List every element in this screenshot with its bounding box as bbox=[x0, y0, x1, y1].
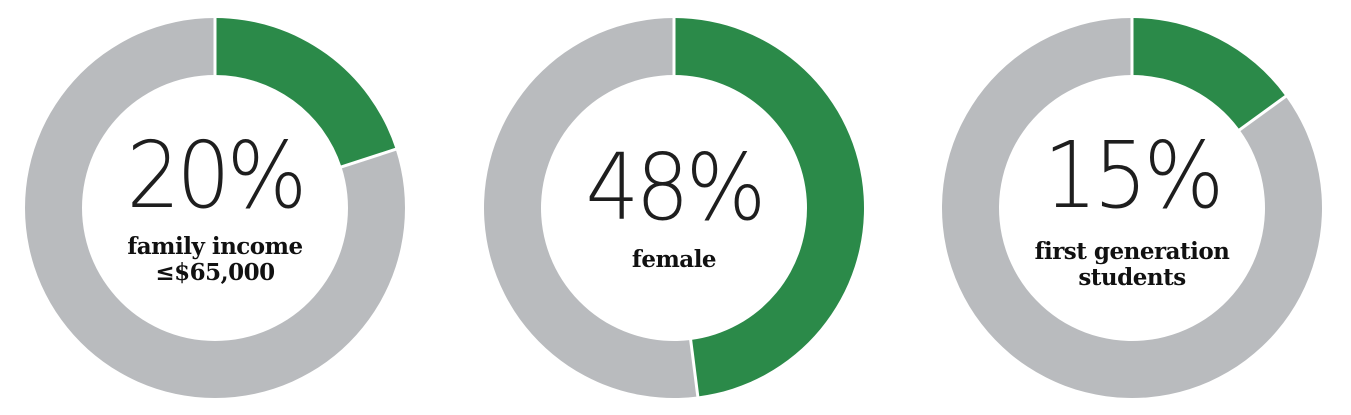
donut-ring bbox=[942, 17, 1322, 398]
donut-label: family income ≤$65,000 bbox=[25, 234, 405, 286]
percent-value: 20% bbox=[126, 122, 307, 229]
donut-segment-divider bbox=[1237, 94, 1288, 132]
donut-segment-remainder bbox=[24, 18, 405, 399]
donut-segment-remainder bbox=[942, 18, 1322, 398]
donut-label-line: first generation bbox=[1034, 238, 1230, 265]
donut-chart-female: 48% female bbox=[484, 17, 865, 398]
donut-center: 20% family income ≤$65,000 bbox=[25, 18, 405, 398]
donut-label-line: family income bbox=[127, 233, 303, 260]
donut-segment-highlight bbox=[1132, 18, 1286, 130]
percent-value: 15% bbox=[1043, 122, 1224, 229]
donut-center: 48% female bbox=[484, 18, 864, 398]
donut-label: first generation students bbox=[942, 239, 1322, 291]
donut-label: female bbox=[484, 247, 864, 273]
donut-segment-highlight bbox=[674, 18, 865, 397]
donut-ring bbox=[484, 17, 865, 398]
donut-center: 15% first generation students bbox=[942, 18, 1322, 398]
donut-label-line: students bbox=[1078, 264, 1186, 291]
donut-ring bbox=[24, 17, 405, 399]
donut-segment-divider bbox=[340, 147, 398, 169]
donut-segment-highlight bbox=[215, 18, 396, 167]
donut-chart-first-generation: 15% first generation students bbox=[942, 17, 1322, 398]
donut-segment-divider bbox=[689, 338, 700, 398]
percent-value: 48% bbox=[585, 134, 766, 241]
donut-label-line: ≤$65,000 bbox=[155, 259, 275, 286]
donut-segment-remainder bbox=[484, 18, 698, 398]
donut-label-line: female bbox=[631, 246, 717, 273]
donut-chart-family-income: 20% family income ≤$65,000 bbox=[24, 17, 405, 399]
